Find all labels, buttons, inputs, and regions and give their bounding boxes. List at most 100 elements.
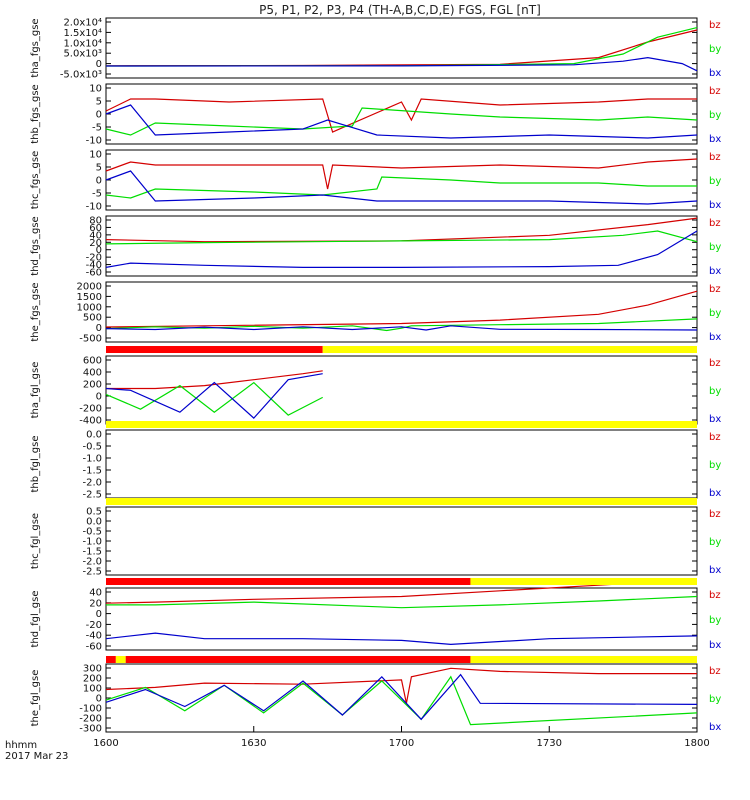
series-line-by — [106, 595, 698, 609]
legend-bz: bz — [709, 284, 721, 295]
time-axis: hhmm 2017 Mar 23 1600 1630 1700 1730 1800 — [5, 726, 710, 762]
series-line-bz — [105, 98, 697, 133]
series-line-by — [105, 381, 323, 416]
y-tick-label: -2.5 — [82, 490, 102, 501]
series-line-bz — [105, 29, 698, 67]
series-line-by — [105, 675, 698, 726]
panel-thc_fgs_gse: 10 5 0 -5 -10 thc_fgs_gse bz by bx — [30, 149, 721, 213]
y-axis-label: tha_fgs_gse — [30, 18, 41, 77]
y-axis-label: tha_fgl_gse — [30, 362, 41, 419]
x-tick-label: 1630 — [241, 738, 266, 749]
y-tick-label: 0 — [96, 694, 102, 705]
y-tick-label: -300 — [79, 724, 102, 735]
y-tick-label: -20 — [86, 620, 102, 631]
series-line-bz — [105, 158, 698, 190]
y-tick-label: 0.0 — [86, 430, 102, 441]
y-tick-label: -1.5 — [82, 466, 102, 477]
legend-by: by — [709, 44, 721, 55]
y-tick-label: 0 — [96, 59, 102, 70]
series-line-bx — [105, 632, 698, 646]
y-tick-label: 1.5x10⁴ — [63, 28, 102, 39]
series-line-by — [105, 318, 698, 332]
legend-bz: bz — [709, 666, 721, 677]
status-bar — [106, 421, 697, 428]
status-bar — [106, 346, 697, 353]
y-tick-label: -60 — [86, 268, 102, 279]
y-tick-label: -40 — [86, 260, 102, 271]
series-line-bz — [105, 290, 698, 328]
status-bar-group — [106, 346, 697, 663]
y-tick-label: 200 — [83, 674, 102, 685]
y-axis-label: the_fgl_gse — [30, 670, 41, 727]
legend-bz: bz — [709, 509, 721, 520]
y-axis-label: thc_fgl_gse — [30, 513, 41, 569]
x-tick-label: 1700 — [389, 738, 414, 749]
legend-by: by — [709, 386, 721, 397]
series-line-bz — [106, 370, 323, 390]
panel-thb_fgs_gse: 10 5 0 -5 -10 thb_fgs_gse bz by bx — [30, 83, 721, 147]
status-bar-segment — [470, 578, 697, 585]
y-tick-label: -10 — [86, 202, 102, 213]
status-bar — [106, 498, 697, 505]
legend-bz: bz — [709, 358, 721, 369]
series-line-by — [105, 107, 698, 136]
y-tick-label: -2.0 — [82, 478, 102, 489]
panel-group: 2.0x10⁴1.5x10⁴1.0x10⁴5.0x10³0-5.0x10³tha… — [30, 17, 721, 735]
legend-bx: bx — [709, 414, 721, 425]
y-tick-label: -0.5 — [82, 527, 102, 538]
y-axis-label: thd_fgl_gse — [30, 591, 41, 648]
panel-frame — [105, 355, 698, 425]
y-tick-label: -100 — [79, 704, 102, 715]
status-bar-segment — [106, 578, 471, 585]
y-tick-label: -2.0 — [82, 557, 102, 568]
y-tick-label: 100 — [83, 684, 102, 695]
time-axis-unit-label: hhmm — [5, 740, 37, 751]
legend-bz: bz — [709, 152, 721, 163]
status-bar-segment — [115, 656, 126, 663]
legend-by: by — [709, 308, 721, 319]
y-tick-label: 40 — [89, 230, 102, 241]
y-axis-label: thd_fgs_gse — [30, 216, 41, 275]
legend-bx: bx — [709, 565, 721, 576]
legend-by: by — [709, 537, 721, 548]
y-tick-label: 400 — [83, 368, 102, 379]
y-tick-label: 0 — [96, 609, 102, 620]
y-tick-label: 500 — [83, 313, 102, 324]
status-bar-segment — [106, 421, 697, 428]
panel-frame — [105, 215, 698, 277]
series-line-bx — [105, 673, 698, 721]
y-tick-label: -200 — [79, 714, 102, 725]
y-axis-label: the_fgs_gse — [30, 282, 41, 341]
series-line-bz — [105, 578, 698, 604]
y-axis-label: thb_fgl_gse — [30, 436, 41, 493]
legend-by: by — [709, 460, 721, 471]
legend-bz: bz — [709, 432, 721, 443]
y-tick-label: 200 — [83, 380, 102, 391]
legend-bx: bx — [709, 266, 721, 277]
x-tick-label: 1730 — [537, 738, 562, 749]
series-line-by — [105, 176, 697, 199]
y-tick-label: 60 — [89, 223, 102, 234]
y-tick-label: -1.5 — [82, 547, 102, 558]
y-axis-label: thc_fgs_gse — [30, 151, 41, 210]
series-line-bx — [105, 325, 698, 331]
y-axis-label: thb_fgs_gse — [30, 84, 41, 143]
y-tick-label: -40 — [86, 631, 102, 642]
legend-by: by — [709, 694, 721, 705]
y-tick-label: 0 — [96, 323, 102, 334]
panel-frame — [105, 17, 698, 79]
y-tick-label: -2.5 — [82, 567, 102, 578]
y-tick-label: -400 — [79, 416, 102, 427]
y-tick-label: 0.5 — [86, 507, 102, 518]
y-tick-label: 1000 — [77, 302, 102, 313]
legend-by: by — [709, 176, 721, 187]
y-tick-label: 20 — [89, 238, 102, 249]
status-bar — [106, 578, 697, 585]
y-tick-label: 2000 — [77, 282, 102, 293]
y-tick-label: -0.5 — [82, 442, 102, 453]
legend-bx: bx — [709, 200, 721, 211]
